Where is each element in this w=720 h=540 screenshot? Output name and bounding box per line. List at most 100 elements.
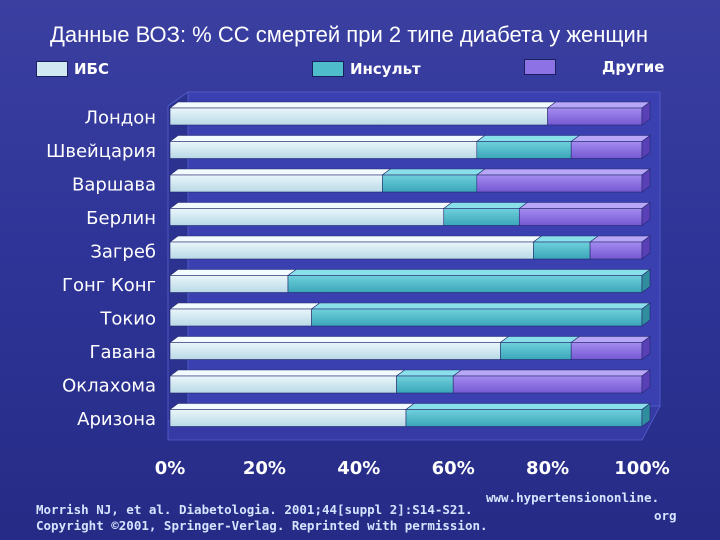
bar-front-face xyxy=(169,275,289,293)
source-url-line1: www.hypertensiononline. xyxy=(486,490,660,505)
bar-front-face xyxy=(169,409,407,427)
bar-segment-2 xyxy=(381,168,486,193)
bar-segment-1 xyxy=(169,369,406,394)
bar-segment-2 xyxy=(475,135,581,159)
bar-front-face xyxy=(443,208,520,226)
bar-segment-2 xyxy=(310,302,651,327)
bar-top-face xyxy=(475,135,581,142)
bar-front-face xyxy=(169,375,397,394)
category-label: Гавана xyxy=(90,342,156,363)
bar-side-face xyxy=(641,201,651,227)
chart-title: Данные ВОЗ: % СС смертей при 2 типе диаб… xyxy=(50,22,648,47)
bar-top-face xyxy=(405,403,651,410)
bar-top-face xyxy=(395,369,463,377)
bar-segment-3 xyxy=(452,369,651,394)
bar-segment-1 xyxy=(169,302,321,327)
bar-segment-2 xyxy=(405,402,651,428)
bar-top-face xyxy=(169,269,297,276)
bar-top-face xyxy=(169,168,392,176)
category-label: Гонг Конг xyxy=(62,275,156,296)
bar-segment-1 xyxy=(169,135,486,159)
bar-top-face xyxy=(570,135,651,142)
bar-top-face xyxy=(169,101,557,109)
bar-top-face xyxy=(452,369,651,377)
x-tick-label: 80% xyxy=(526,458,569,479)
bar-side-face xyxy=(641,302,651,327)
bar-side-face xyxy=(641,335,651,361)
bar-segment-1 xyxy=(169,336,510,360)
legend-swatch-stroke xyxy=(312,61,344,77)
bar-top-face xyxy=(532,235,599,243)
bar-front-face xyxy=(476,141,572,159)
category-label: Берлин xyxy=(86,208,156,229)
bar-side-face xyxy=(641,134,651,160)
bar-top-face xyxy=(169,336,510,343)
bar-front-face xyxy=(396,375,454,394)
bar-front-face xyxy=(476,174,643,193)
bar-side-face xyxy=(641,101,651,126)
bar-segment-3 xyxy=(475,168,651,193)
legend-item-other: Другие xyxy=(524,58,664,76)
bar-segment-3 xyxy=(570,335,651,361)
bar-top-face xyxy=(546,101,651,109)
bar-top-face xyxy=(169,302,321,310)
bar-front-face xyxy=(169,141,478,159)
category-label: Токио xyxy=(99,309,156,330)
legend-label-stroke: Инсульт xyxy=(350,60,421,78)
bar-segment-3 xyxy=(546,101,651,126)
bar-front-face xyxy=(311,308,643,327)
category-label: Швейцария xyxy=(46,141,156,162)
x-tick-label: 100% xyxy=(614,458,670,479)
bar-segment-1 xyxy=(169,168,392,193)
bar-side-face xyxy=(641,268,651,294)
bar-top-face xyxy=(169,135,486,142)
category-label: Аризона xyxy=(77,409,156,430)
bar-top-face xyxy=(310,302,651,310)
legend-label-other: Другие xyxy=(602,58,665,76)
bar-top-face xyxy=(475,168,651,176)
legend-item-ibs: ИБС xyxy=(36,60,109,78)
bar-side-face xyxy=(641,402,651,428)
bar-front-face xyxy=(169,208,445,226)
bar-front-face xyxy=(169,342,501,360)
copyright-text: Copyright ©2001, Springer-Verlag. Reprin… xyxy=(36,518,488,533)
bar-front-face xyxy=(405,409,643,427)
bar-front-face xyxy=(533,241,591,260)
bar-front-face xyxy=(500,342,572,360)
bar-top-face xyxy=(287,269,651,276)
source-url-line2: org xyxy=(654,508,677,523)
bar-top-face xyxy=(169,403,415,410)
legend-swatch-other xyxy=(524,59,556,75)
bar-segment-1 xyxy=(169,202,453,226)
x-tick-label: 40% xyxy=(337,458,380,479)
bar-front-face xyxy=(169,308,312,327)
category-label: Лондон xyxy=(84,108,156,129)
bar-front-face xyxy=(570,342,643,360)
x-tick-label: 60% xyxy=(432,458,475,479)
x-tick-label: 20% xyxy=(243,458,286,479)
bar-top-face xyxy=(169,202,453,209)
bar-segment-3 xyxy=(518,201,651,227)
bar-front-face xyxy=(570,141,643,159)
bar-side-face xyxy=(641,168,651,193)
bar-top-face xyxy=(570,336,651,343)
bar-front-face xyxy=(382,174,478,193)
bar-segment-2 xyxy=(499,336,581,360)
bar-top-face xyxy=(169,369,406,377)
bar-top-face xyxy=(518,202,651,209)
bar-front-face xyxy=(452,375,643,394)
bar-top-face xyxy=(589,235,651,243)
bar-front-face xyxy=(169,107,548,126)
bar-front-face xyxy=(169,174,383,193)
category-label: Варшава xyxy=(72,175,156,196)
bar-segment-3 xyxy=(589,235,651,260)
bar-segment-1 xyxy=(169,101,557,126)
bar-segment-2 xyxy=(287,268,651,294)
x-tick-label: 0% xyxy=(155,458,186,479)
bar-segment-2 xyxy=(532,235,599,260)
legend-item-stroke: Инсульт xyxy=(312,60,421,78)
bar-segment-3 xyxy=(570,134,651,160)
bar-front-face xyxy=(518,208,643,226)
bar-segment-2 xyxy=(395,369,463,394)
